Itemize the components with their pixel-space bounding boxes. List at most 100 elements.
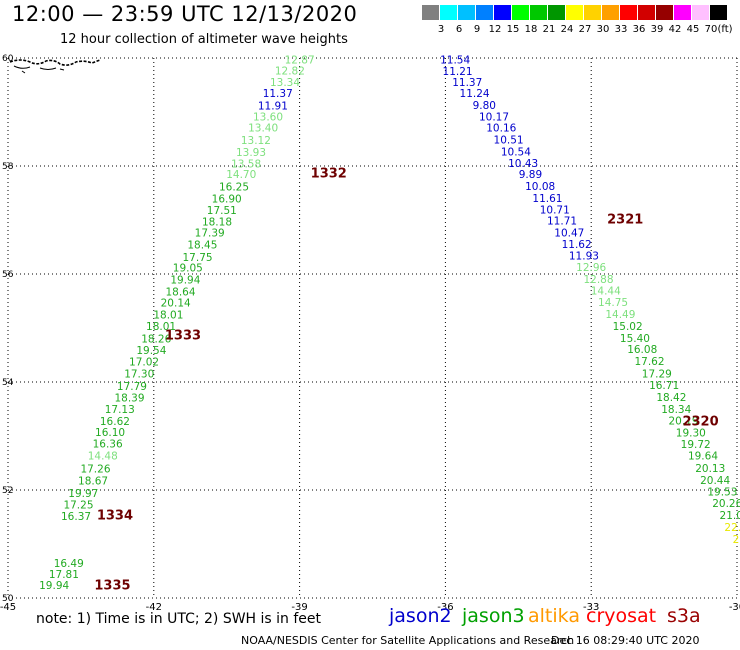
lat-tick-label: 50 [2,594,14,604]
lon-tick-label: -45 [0,602,16,613]
swh-value: 12.96 [576,262,606,274]
legend-label: 42 [668,24,682,35]
swh-value: 9.80 [473,100,496,112]
legend-label: 45 [686,24,700,35]
swh-value: 17.29 [642,368,672,380]
lat-lon-grid [7,57,738,599]
swh-value: 11.61 [532,193,562,205]
swh-value: 15.02 [613,321,643,333]
swh-value: 10.54 [501,147,531,159]
legend-label: 6 [455,24,463,35]
legend-swatch [494,5,511,20]
pass-number: 2321 [607,213,643,228]
lon-tick-label: -39 [291,602,307,613]
legend-swatch [458,5,475,20]
swh-value: 17.79 [117,381,147,393]
swh-value: 18.18 [202,217,232,229]
swh-value: 16.90 [212,193,242,205]
legend-swatch [422,5,439,20]
legend-label: 21 [542,24,556,35]
lon-tick-label: -30 [729,602,740,613]
swh-value: 11.91 [258,101,288,113]
legend-unit: (ft) [717,24,733,35]
swh-value: 16.10 [95,427,125,439]
lat-tick-label: 56 [2,270,14,280]
swh-value: 16.71 [649,380,679,392]
swh-value: 17.30 [124,368,154,380]
swh-value: 16.37 [61,511,91,523]
satellite-jason3: jason3 [462,605,525,627]
lat-tick-label: 58 [2,162,14,172]
swh-value: 10.71 [540,204,570,216]
swh-value: 14.49 [605,309,635,321]
swh-value: 14.75 [598,297,628,309]
swh-value: 18.42 [656,392,686,404]
lon-tick-label: -36 [437,602,453,613]
legend-label: 39 [650,24,664,35]
legend-swatch [710,5,727,20]
legend-swatch [584,5,601,20]
swh-value: 19.53 [707,487,737,499]
swh-value: 17.39 [195,228,225,240]
swh-value: 19.97 [68,488,98,500]
swh-value: 19.54 [136,345,166,357]
swh-value: 17.02 [129,357,159,369]
legend-swatch [674,5,691,20]
swh-value: 10.43 [508,158,538,170]
credit-line: NOAA/NESDIS Center for Satellite Applica… [241,634,575,647]
swh-value: 16.36 [93,439,123,451]
lat-tick-label: 54 [2,378,14,388]
swh-value: 19.05 [173,263,203,275]
swh-value: 10.47 [554,228,584,240]
swh-value: 22.44 [724,522,740,534]
legend-swatch [440,5,457,20]
swh-value: 19.72 [681,439,711,451]
map-subtitle: 12 hour collection of altimeter wave hei… [60,32,348,47]
swh-value: 11.37 [452,77,482,89]
axis-tick-labels: -45 -42 -39 -36 -33 -30 60 58 56 54 52 50 [0,54,740,613]
legend-label: 18 [524,24,538,35]
swh-value: 11.62 [562,239,592,251]
legend-label: 36 [632,24,646,35]
legend-label: 33 [614,24,628,35]
legend-swatch [566,5,583,20]
swh-value: 13.93 [236,147,266,159]
swh-value: 13.34 [270,77,300,89]
swh-value: 18.39 [114,393,144,405]
greenland-coast [9,59,101,66]
lat-tick-label: 60 [2,54,14,64]
swh-value: 19.30 [676,427,706,439]
satellite-jason2: jason2 [389,605,452,627]
swh-value: 10.51 [494,135,524,147]
footer-note: note: 1) Time is in UTC; 2) SWH is in fe… [36,611,322,627]
legend-swatch [476,5,493,20]
swh-value: 10.08 [525,181,555,193]
legend-label: 9 [473,24,481,35]
legend-swatch [602,5,619,20]
swh-value: 16.62 [100,416,130,428]
satellite-altika: altika [528,605,580,627]
swh-value: 18.67 [78,475,108,487]
swh-value: 20.44 [700,475,730,487]
pass-number: 1335 [94,579,130,594]
legend-swatch [548,5,565,20]
legend-swatch [530,5,547,20]
swh-value: 10.16 [486,123,516,135]
swh-value: 12.87 [285,55,315,67]
swh-value: 20.19 [669,415,699,427]
lon-tick-label: -42 [146,602,162,613]
swh-value: 11.54 [440,55,470,67]
swh-value: 20.26 [712,498,740,510]
timestamp: Dec 16 08:29:40 UTC 2020 [551,634,700,647]
legend-swatch [620,5,637,20]
swh-value: 23.6 [733,534,740,546]
swh-value: 13.58 [231,158,261,170]
swh-value: 19.64 [688,451,718,463]
legend-swatch [512,5,529,20]
swh-observations: 12.8712.8213.3411.3711.9113.6013.4013.12… [39,55,740,592]
pass-number: 1334 [97,508,133,523]
legend-swatch [692,5,709,20]
lon-tick-label: -33 [583,602,599,613]
swh-value: 18.64 [165,286,195,298]
